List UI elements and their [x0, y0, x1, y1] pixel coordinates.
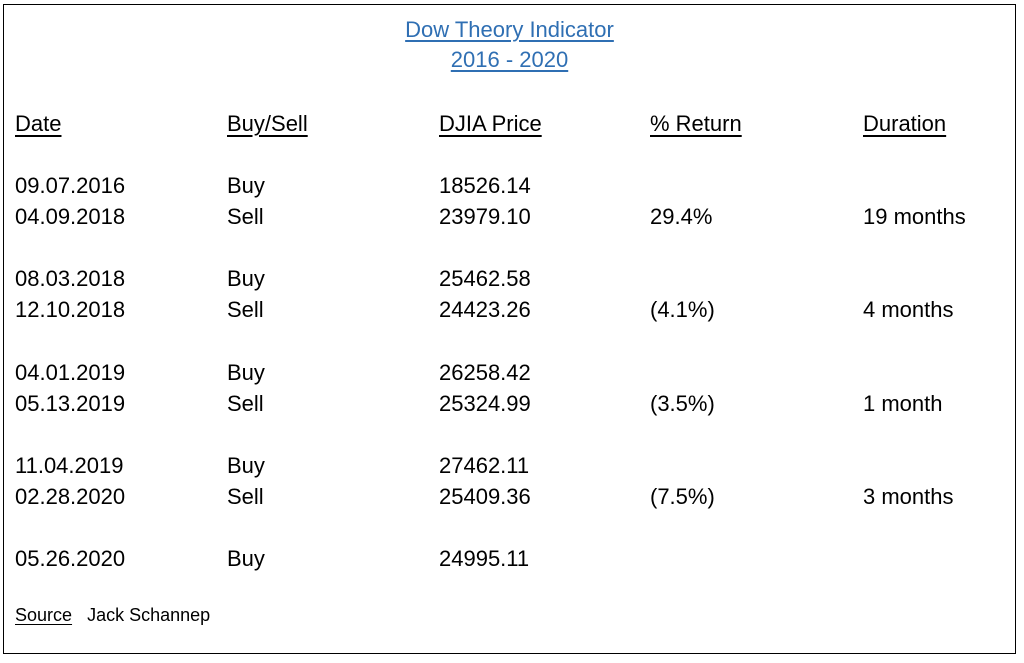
row-date: 12.10.2018 [15, 297, 126, 322]
row-buy-sell: Buy [227, 546, 265, 571]
row-djia-price: 24995.11 [439, 546, 530, 571]
row-date: 05.13.2019 [15, 391, 126, 416]
row-duration: 3 months [863, 484, 954, 509]
row-buy-sell: Sell [227, 391, 264, 416]
row-buy-sell: Buy [227, 453, 265, 478]
row-djia-price: 27462.11 [439, 453, 530, 478]
row-djia-price: 24423.26 [439, 297, 531, 322]
title: Dow Theory Indicator [405, 17, 614, 42]
source-value: Jack Schannep [87, 605, 211, 625]
row-date: 04.01.2019 [15, 360, 126, 385]
header-duration: Duration [863, 111, 947, 136]
row-date: 08.03.2018 [15, 266, 126, 291]
row-buy-sell: Sell [227, 484, 264, 509]
row-djia-price: 25324.99 [439, 391, 531, 416]
row-date: 05.26.2020 [15, 546, 126, 571]
row-return: (4.1%) [650, 297, 715, 322]
row-return: (3.5%) [650, 391, 715, 416]
row-duration: 1 month [863, 391, 943, 416]
row-duration: 19 months [863, 204, 966, 229]
row-duration: 4 months [863, 297, 954, 322]
document-frame: Dow Theory Indicator 2016 - 2020 Date Bu… [3, 4, 1016, 654]
row-return: (7.5%) [650, 484, 715, 509]
row-date: 02.28.2020 [15, 484, 126, 509]
header-djia-price: DJIA Price [439, 111, 542, 136]
header-date: Date [15, 111, 62, 136]
row-date: 11.04.2019 [15, 453, 124, 478]
header-buy-sell: Buy/Sell [227, 111, 308, 136]
row-djia-price: 18526.14 [439, 173, 531, 198]
row-djia-price: 25409.36 [439, 484, 531, 509]
row-djia-price: 26258.42 [439, 360, 531, 385]
source-line: Source Jack Schannep [15, 605, 210, 626]
row-buy-sell: Sell [227, 297, 264, 322]
row-djia-price: 25462.58 [439, 266, 531, 291]
row-date: 09.07.2016 [15, 173, 126, 198]
subtitle-years: 2016 - 2020 [450, 47, 569, 72]
header-return: % Return [650, 111, 742, 136]
row-date: 04.09.2018 [15, 204, 126, 229]
row-return: 29.4% [650, 204, 713, 229]
row-djia-price: 23979.10 [439, 204, 531, 229]
source-label: Source [15, 605, 73, 625]
row-buy-sell: Buy [227, 173, 265, 198]
row-buy-sell: Sell [227, 204, 264, 229]
row-buy-sell: Buy [227, 360, 265, 385]
row-buy-sell: Buy [227, 266, 265, 291]
